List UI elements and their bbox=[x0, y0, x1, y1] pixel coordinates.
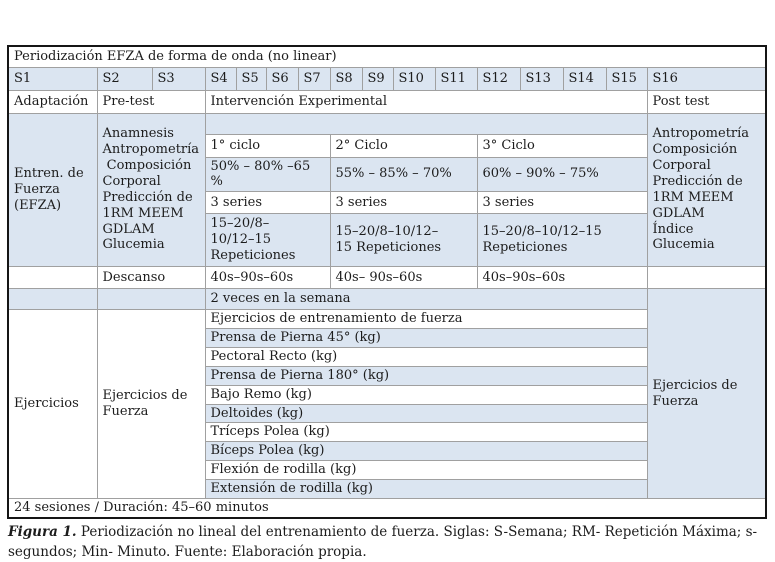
cycle-2-intensity: 55% – 85% – 70% bbox=[329, 156, 478, 193]
week-header: S1 bbox=[7, 66, 98, 91]
exercise-item: Extensión de rodilla (kg) bbox=[204, 478, 648, 499]
phase-posttest: Post test bbox=[646, 89, 767, 114]
cycle-3-intensity: 60% – 90% – 75% bbox=[476, 156, 648, 193]
spacer-cell bbox=[7, 266, 98, 290]
week-header: S9 bbox=[361, 66, 394, 91]
cycle-2-rest: 40s– 90s–60s bbox=[329, 266, 478, 290]
cycle-3-name: 3° Ciclo bbox=[476, 133, 648, 158]
figure-caption: Figura 1. Periodización no lineal del en… bbox=[8, 523, 766, 562]
exercises-right-label: Ejercicios de Fuerza bbox=[646, 288, 767, 499]
frequency-cell: 2 veces en la semana bbox=[204, 288, 648, 311]
week-header: S7 bbox=[297, 66, 331, 91]
figure-caption-label: Figura 1. bbox=[8, 524, 77, 541]
cycle-3-rest: 40s–90s–60s bbox=[476, 266, 648, 290]
figure-container: Periodización EFZA de forma de onda (no … bbox=[7, 45, 768, 562]
exercise-item: Deltoides (kg) bbox=[204, 403, 648, 424]
cycle-1-rest: 40s–90s–60s bbox=[204, 266, 331, 290]
exercise-item: Pectoral Recto (kg) bbox=[204, 346, 648, 367]
exercises-col-label: Ejercicios de Fuerza bbox=[96, 309, 206, 499]
week-header: S14 bbox=[562, 66, 607, 91]
exercise-item: Prensa de Pierna 180° (kg) bbox=[204, 365, 648, 386]
repetitions-row: 15–20/8– 10/12–15 Repeticiones 15–20/8–1… bbox=[8, 213, 766, 268]
exercise-item: Tríceps Polea (kg) bbox=[204, 422, 648, 443]
exercise-item: Bíceps Polea (kg) bbox=[204, 441, 648, 462]
exercise-row: Flexión de rodilla (kg) bbox=[8, 460, 766, 480]
exercise-row: Prensa de Pierna 180° (kg) bbox=[8, 365, 766, 386]
frequency-row: 2 veces en la semana Ejercicios de Fuerz… bbox=[7, 288, 767, 499]
exercise-row: Bajo Remo (kg) bbox=[8, 384, 766, 405]
intensity-row: 50% – 80% –65 % 55% – 85% – 70% 60% – 90… bbox=[8, 156, 766, 193]
spacer-cell bbox=[96, 288, 206, 311]
week-header: S15 bbox=[605, 66, 648, 91]
cycle-2-reps: 15–20/8–10/12– 15 Repeticiones bbox=[329, 213, 478, 268]
figure-caption-text: Periodización no lineal del entrenamient… bbox=[8, 524, 758, 560]
series-row: 3 series 3 series 3 series bbox=[8, 191, 766, 215]
cycle-name-row: 1° ciclo 2° Ciclo 3° Ciclo bbox=[8, 133, 766, 158]
week-header: S4 bbox=[204, 66, 237, 91]
week-header: S5 bbox=[235, 66, 267, 91]
exercise-item: Flexión de rodilla (kg) bbox=[204, 460, 648, 480]
week-header: S2 bbox=[96, 66, 153, 91]
periodization-table: Periodización EFZA de forma de onda (no … bbox=[7, 45, 768, 520]
exercise-item: Bajo Remo (kg) bbox=[204, 384, 648, 405]
week-header: S12 bbox=[476, 66, 521, 91]
rest-row: Descanso 40s–90s–60s 40s– 90s–60s 40s–90… bbox=[7, 266, 766, 290]
cycle-3-series: 3 series bbox=[476, 191, 648, 215]
exercises-row-label: Ejercicios bbox=[7, 309, 98, 499]
spacer-cell bbox=[204, 112, 648, 135]
exercise-item: Prensa de Pierna 45° (kg) bbox=[204, 328, 648, 348]
week-header: S8 bbox=[329, 66, 363, 91]
week-header: S6 bbox=[265, 66, 299, 91]
phase-row: Adaptación Pre-test Intervención Experim… bbox=[7, 89, 767, 114]
cycle-1-name: 1° ciclo bbox=[204, 133, 331, 158]
spacer-cell bbox=[7, 288, 98, 311]
week-header: S11 bbox=[434, 66, 478, 91]
week-header: S16 bbox=[646, 66, 767, 91]
pretest-assessments: Anamnesis Antropometría Composición Corp… bbox=[96, 112, 206, 268]
cycle-1-intensity: 50% – 80% –65 % bbox=[204, 156, 331, 193]
exercise-item: Ejercicios de entrenamiento de fuerza bbox=[204, 309, 648, 330]
phase-adaptation: Adaptación bbox=[7, 89, 98, 114]
cycle-3-reps: 15–20/8–10/12–15 Repeticiones bbox=[476, 213, 648, 268]
cycle-1-reps: 15–20/8– 10/12–15 Repeticiones bbox=[204, 213, 331, 268]
week-header: S10 bbox=[392, 66, 436, 91]
strength-block-row: Entren. de Fuerza (EFZA) Anamnesis Antro… bbox=[7, 112, 767, 268]
table-title: Periodización EFZA de forma de onda (no … bbox=[7, 45, 767, 68]
phase-intervention: Intervención Experimental bbox=[204, 89, 648, 114]
strength-row-label: Entren. de Fuerza (EFZA) bbox=[7, 112, 98, 268]
exercise-row: Extensión de rodilla (kg) bbox=[8, 478, 766, 499]
phase-pretest: Pre-test bbox=[96, 89, 206, 114]
week-header-row: S1 S2 S3 S4 S5 S6 S7 S8 S9 S10 S11 S12 S… bbox=[7, 66, 767, 91]
document-page: Periodización EFZA de forma de onda (no … bbox=[7, 45, 768, 560]
posttest-assessments: Antropometría Composición Corporal Predi… bbox=[646, 112, 767, 268]
week-header: S3 bbox=[151, 66, 206, 91]
cycle-1-series: 3 series bbox=[204, 191, 331, 215]
session-summary: 24 sesiones / Duración: 45–60 minutos bbox=[7, 497, 767, 519]
rest-label: Descanso bbox=[96, 266, 206, 290]
cycle-2-series: 3 series bbox=[329, 191, 478, 215]
week-header: S13 bbox=[519, 66, 564, 91]
exercise-row: Ejercicios Ejercicios de Fuerza Ejercici… bbox=[7, 309, 766, 499]
cycle-2-name: 2° Ciclo bbox=[329, 133, 478, 158]
